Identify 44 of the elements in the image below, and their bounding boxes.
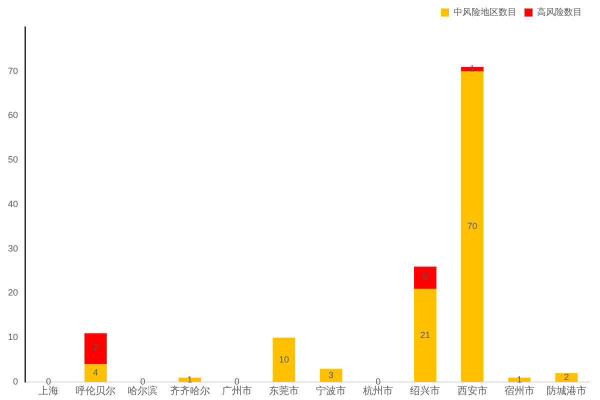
x-tick-label: 呼伦贝尔	[76, 384, 116, 397]
data-label: 10	[278, 354, 289, 364]
bar	[414, 266, 436, 289]
x-tick-label: 哈尔滨	[128, 384, 158, 397]
bar	[555, 373, 578, 382]
x-tick-label: 广州市	[222, 384, 252, 397]
y-tick-label: 70	[8, 66, 18, 76]
x-tick-label: 齐齐哈尔	[170, 384, 210, 397]
data-label: 4	[93, 368, 98, 378]
x-tick-label: 西安市	[457, 384, 488, 397]
bar	[508, 378, 531, 382]
y-tick-label: 30	[8, 243, 18, 254]
x-tick-label: 上海	[38, 384, 59, 397]
bar	[84, 364, 107, 382]
bar	[84, 333, 107, 364]
data-label: 0	[234, 376, 240, 386]
x-tick-label: 杭州市	[362, 384, 394, 397]
bar	[320, 368, 342, 382]
data-label: 0	[376, 376, 381, 386]
data-label: 3	[328, 370, 334, 380]
data-label: 5	[422, 272, 428, 282]
x-tick-label: 绍兴市	[410, 384, 440, 397]
y-tick-label: 40	[8, 198, 18, 209]
bar	[272, 338, 296, 382]
bar	[414, 288, 436, 382]
bar	[461, 71, 484, 382]
data-label: 70	[467, 221, 478, 232]
data-label: 0	[140, 376, 146, 386]
data-label: 21	[420, 330, 430, 340]
x-tick-label: 东莞市	[268, 384, 299, 397]
data-label: 2	[564, 372, 569, 382]
data-label: 0	[46, 376, 52, 386]
legend-label: 中风险地区数目	[454, 6, 516, 17]
x-tick-label: 宁波市	[316, 384, 346, 397]
y-tick-label: 10	[8, 332, 18, 342]
bar	[178, 378, 201, 382]
x-tick-label: 防城港市	[546, 384, 586, 397]
y-tick-label: 60	[8, 110, 18, 120]
y-tick-label: 0	[12, 376, 18, 386]
legend-label: 高风险数目	[537, 6, 582, 17]
data-label: 7	[93, 343, 98, 354]
y-tick-label: 20	[8, 288, 18, 298]
y-tick-label: 50	[8, 154, 18, 165]
x-tick-label: 宿州市	[504, 384, 534, 397]
